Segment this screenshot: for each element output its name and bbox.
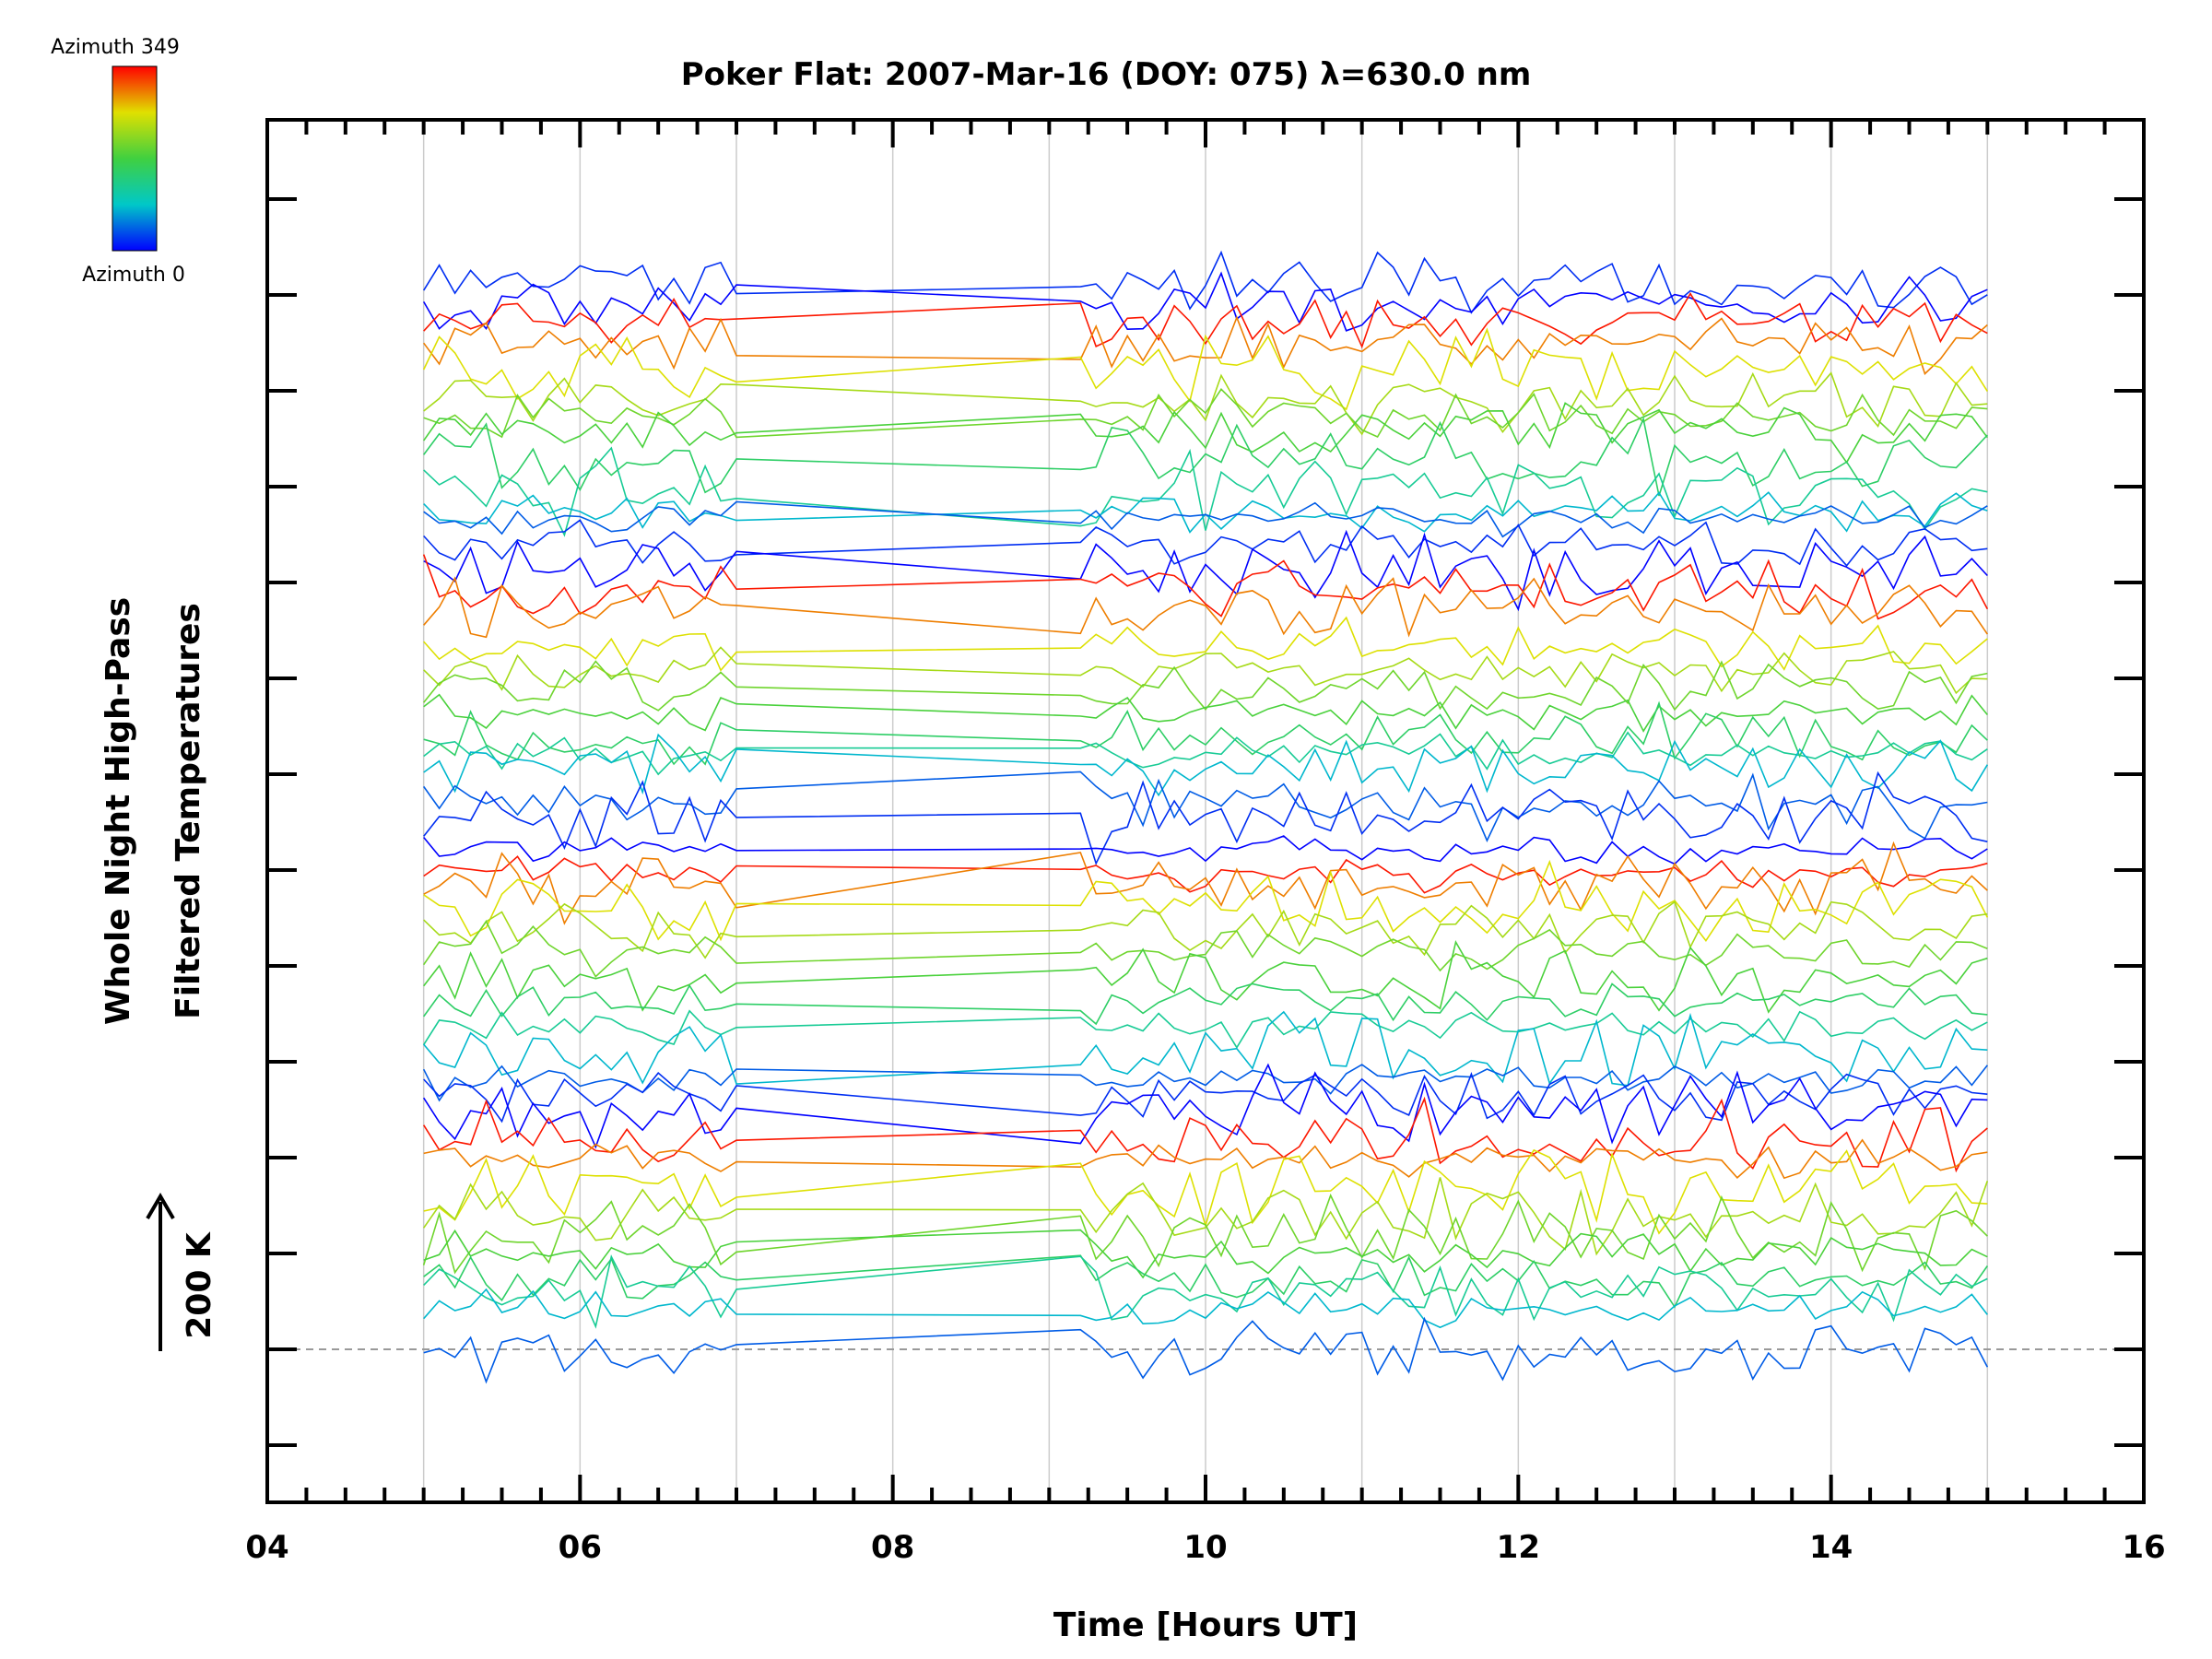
series-line bbox=[423, 855, 1988, 894]
series-line bbox=[423, 519, 1988, 567]
x-tick-label: 16 bbox=[2122, 1529, 2165, 1566]
scale-bar: 200 K bbox=[146, 1193, 218, 1351]
series-line bbox=[423, 1254, 1988, 1329]
series-line bbox=[423, 1148, 1988, 1235]
series-line bbox=[423, 771, 1988, 865]
colorbar-top-label: Azimuth 349 bbox=[51, 36, 180, 59]
x-tick-label: 14 bbox=[1809, 1529, 1853, 1566]
colorbar: Azimuth 349 Azimuth 0 bbox=[51, 36, 185, 287]
series-line bbox=[422, 1193, 1988, 1275]
series-line bbox=[423, 417, 1988, 497]
series-line bbox=[423, 1316, 1989, 1384]
series-line bbox=[423, 315, 1988, 375]
series-line bbox=[423, 660, 1988, 712]
series-line bbox=[422, 327, 1988, 411]
x-tick-label: 04 bbox=[245, 1529, 288, 1566]
series-line bbox=[423, 733, 1988, 797]
series-line bbox=[423, 982, 1988, 1026]
x-tick-label: 06 bbox=[559, 1529, 602, 1566]
series-line bbox=[423, 1288, 1988, 1329]
series-group bbox=[422, 250, 1989, 1384]
x-tick-label: 08 bbox=[871, 1529, 914, 1566]
series-line bbox=[423, 388, 1988, 439]
series-line bbox=[423, 1229, 1988, 1279]
series-line bbox=[423, 1254, 1988, 1309]
x-tick-label: 12 bbox=[1497, 1529, 1540, 1566]
series-line bbox=[423, 693, 1988, 733]
chart-title: Poker Flat: 2007-Mar-16 (DOY: 075) λ=630… bbox=[681, 56, 1532, 93]
grid bbox=[422, 122, 1989, 1500]
series-line bbox=[423, 939, 1988, 1014]
series-line bbox=[423, 1096, 1988, 1173]
series-line bbox=[423, 1072, 1988, 1124]
colorbar-gradient bbox=[112, 65, 158, 252]
series-line bbox=[423, 1063, 1988, 1149]
colorbar-bottom-label: Azimuth 0 bbox=[82, 264, 185, 287]
series-line bbox=[423, 700, 1988, 766]
ticks bbox=[265, 122, 2146, 1500]
y-axis-label-line1: Whole Night High-Pass bbox=[100, 597, 137, 1025]
scale-bar-label: 200 K bbox=[181, 1231, 218, 1339]
series-line bbox=[423, 371, 1988, 436]
series-line bbox=[422, 554, 1989, 620]
x-tick-labels: 04 06 08 10 12 14 16 bbox=[245, 1529, 2165, 1566]
series-line bbox=[423, 1009, 1988, 1050]
series-line bbox=[423, 1010, 1988, 1087]
plot-frame bbox=[265, 118, 2146, 1504]
series-line bbox=[423, 616, 1988, 672]
series-line bbox=[423, 920, 1988, 978]
series-line bbox=[423, 900, 1988, 959]
x-tick-label: 10 bbox=[1183, 1529, 1227, 1566]
y-axis-label-line2: Filtered Temperatures bbox=[170, 603, 207, 1019]
series-line bbox=[423, 402, 1988, 465]
series-line bbox=[423, 859, 1989, 942]
series-line bbox=[423, 771, 1988, 842]
series-line bbox=[423, 250, 1988, 314]
series-line bbox=[423, 446, 1988, 537]
series-line bbox=[423, 835, 1988, 865]
series-line bbox=[423, 576, 1988, 639]
series-line bbox=[423, 1177, 1989, 1256]
series-line bbox=[423, 292, 1988, 349]
series-line bbox=[423, 271, 1988, 332]
series-line bbox=[423, 491, 1988, 534]
series-line bbox=[423, 1138, 1988, 1180]
series-line bbox=[423, 529, 1988, 612]
series-line bbox=[423, 500, 1988, 538]
x-axis-label: Time [Hours UT] bbox=[1053, 1606, 1358, 1644]
arrow-up-icon bbox=[146, 1193, 175, 1220]
